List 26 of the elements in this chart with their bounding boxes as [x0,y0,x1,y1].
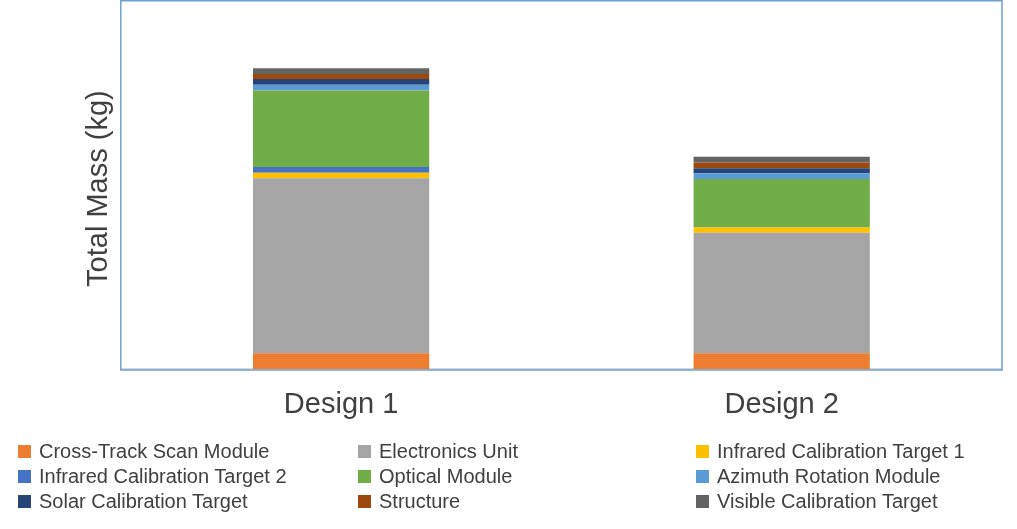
bar [252,178,430,354]
legend-label: Visible Calibration Target [717,490,938,513]
bar [252,73,430,80]
legend-label: Infrared Calibration Target 2 [39,465,287,488]
bar [252,79,430,85]
bar [252,353,430,370]
legend-label: Solar Calibration Target [39,490,248,513]
y-axis-title: Total Mass (kg) [81,90,114,287]
x-tick-label: Design 1 [283,386,399,419]
legend-label: Infrared Calibration Target 1 [717,440,965,463]
legend-label: Structure [379,490,461,513]
bar [252,90,430,167]
bar [693,162,870,169]
bar [693,227,870,233]
legend-label: Azimuth Rotation Module [717,465,941,488]
legend-label: Electronics Unit [379,440,518,463]
bar [693,178,870,228]
x-tick-label: Design 2 [724,386,839,419]
legend-label: Optical Module [379,465,513,488]
legend-label: Cross-Track Scan Module [39,440,270,463]
bar [252,68,430,74]
bar [693,353,870,370]
bar [252,166,430,173]
bar [693,232,870,354]
bar [693,173,870,179]
bar [693,168,870,174]
